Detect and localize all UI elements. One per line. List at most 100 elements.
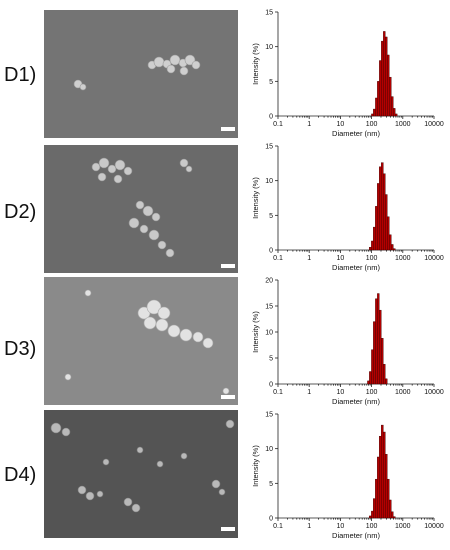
histogram-bar [379, 166, 382, 251]
histogram-bar [385, 454, 388, 519]
y-axis-label: Intensity (%) [251, 43, 260, 85]
histogram-bar [392, 516, 396, 519]
scale-bar-d1 [221, 127, 235, 131]
x-tick-label: 1 [307, 255, 311, 262]
y-tick-label: 20 [265, 278, 273, 285]
histogram-bar [377, 456, 380, 519]
y-axis-label: Intensity (%) [251, 177, 260, 219]
sem-particles-d1 [44, 10, 238, 138]
x-tick-label: 10000 [424, 523, 444, 530]
sem-particles-d2 [44, 145, 238, 273]
histogram-bar [383, 431, 386, 519]
histogram-bar [381, 162, 384, 251]
histogram-bar [387, 478, 390, 519]
histogram-bar [377, 293, 380, 385]
x-tick-label: 1 [307, 121, 311, 128]
x-tick-label: 0.1 [273, 389, 283, 396]
sem-image-d2 [44, 145, 238, 273]
sem-particles-d3 [44, 277, 238, 405]
scale-bar-d2 [221, 264, 235, 268]
dls-chart-svg-d1: 0 5 10 15 0.1 1 10 100 1000 10000 Diameter (nm) Int… [251, 10, 444, 139]
histogram-bar [381, 338, 384, 385]
x-axis-label: Diameter (nm) [332, 129, 380, 138]
panel-label-d4: D4) [4, 464, 37, 486]
y-tick-label: 5 [269, 79, 273, 86]
x-tick-label: 10000 [424, 389, 444, 396]
sem-image-d4 [44, 410, 238, 538]
y-axis-label: Intensity (%) [251, 445, 260, 487]
histogram-bar [383, 173, 386, 251]
y-tick-label: 5 [269, 481, 273, 488]
y-axis-label: Intensity (%) [251, 311, 260, 353]
panel-label-d2: D2) [4, 201, 37, 223]
histogram-bar [375, 298, 378, 385]
histogram-bar [389, 234, 392, 251]
histogram-bar [392, 248, 396, 251]
y-tick-label: 10 [265, 44, 273, 51]
histogram-bar [371, 349, 374, 385]
dls-chart-svg-d3: 0 5 10 15 20 0.1 1 10 100 1000 10000 Diameter (nm) I… [251, 278, 444, 407]
y-tick-label: 10 [265, 178, 273, 185]
y-tick-label: 15 [265, 144, 273, 151]
histogram-bar [381, 40, 384, 117]
histogram-bar [389, 499, 392, 519]
dls-chart-d4: 0 5 10 15 0.1 1 10 100 1000 10000 Diameter (nm) Int… [248, 408, 444, 541]
x-tick-label: 10 [337, 523, 345, 530]
histogram-bar [391, 96, 394, 117]
x-tick-label: 10000 [424, 255, 444, 262]
histogram-bar [389, 76, 392, 117]
x-tick-label: 10 [337, 255, 345, 262]
y-tick-label: 0 [269, 382, 273, 389]
sem-image-d1 [44, 10, 238, 138]
x-tick-label: 100 [366, 121, 378, 128]
scale-bar-d3 [221, 395, 235, 399]
y-tick-label: 10 [265, 330, 273, 337]
histogram-bar [385, 194, 388, 251]
histogram-bar [393, 108, 396, 117]
dls-chart-d2: 0 5 10 15 0.1 1 10 100 1000 10000 Diameter (nm) Int… [248, 140, 444, 273]
histogram-bar [373, 321, 376, 385]
x-tick-label: 0.1 [273, 121, 283, 128]
histogram-bar [391, 244, 394, 251]
histogram-bar [369, 515, 372, 519]
x-tick-label: 1 [307, 523, 311, 530]
x-tick-label: 100 [366, 523, 378, 530]
histogram-bar [379, 435, 382, 519]
dls-chart-d3: 0 5 10 15 20 0.1 1 10 100 1000 10000 Diameter (nm) I… [248, 274, 444, 407]
y-tick-label: 15 [265, 10, 273, 17]
x-tick-label: 10000 [424, 121, 444, 128]
dls-chart-svg-d4: 0 5 10 15 0.1 1 10 100 1000 10000 Diameter (nm) Int… [251, 412, 444, 541]
sem-image-d3 [44, 277, 238, 405]
histogram-bar [369, 247, 372, 251]
x-tick-label: 1000 [395, 255, 411, 262]
y-tick-label: 0 [269, 114, 273, 121]
dls-chart-svg-d2: 0 5 10 15 0.1 1 10 100 1000 10000 Diameter (nm) Int… [251, 144, 444, 273]
histogram-bar [369, 371, 372, 385]
x-tick-label: 10 [337, 389, 345, 396]
x-axis-label: Diameter (nm) [332, 397, 380, 406]
histogram-bar [377, 81, 380, 117]
y-tick-label: 10 [265, 446, 273, 453]
x-tick-label: 100 [366, 255, 378, 262]
x-tick-label: 1 [307, 389, 311, 396]
histogram-bar [379, 309, 382, 385]
histogram-bar [367, 380, 370, 385]
histogram-bar [395, 113, 398, 117]
panel-label-d1: D1) [4, 64, 37, 86]
histogram-bar [383, 364, 386, 385]
histogram-bar [385, 36, 388, 117]
panel-label-d3: D3) [4, 338, 37, 360]
histogram-bar [375, 97, 378, 117]
histogram-bar [377, 183, 380, 251]
histogram-bar [387, 216, 390, 251]
y-tick-label: 0 [269, 248, 273, 255]
x-axis-label: Diameter (nm) [332, 531, 380, 540]
x-tick-label: 1000 [395, 523, 411, 530]
histogram-bar [379, 60, 382, 117]
x-axis-label: Diameter (nm) [332, 263, 380, 272]
histogram-bar [373, 108, 376, 117]
y-tick-label: 15 [265, 412, 273, 419]
y-tick-label: 15 [265, 304, 273, 311]
histogram-bar [371, 113, 374, 117]
y-tick-label: 5 [269, 356, 273, 363]
